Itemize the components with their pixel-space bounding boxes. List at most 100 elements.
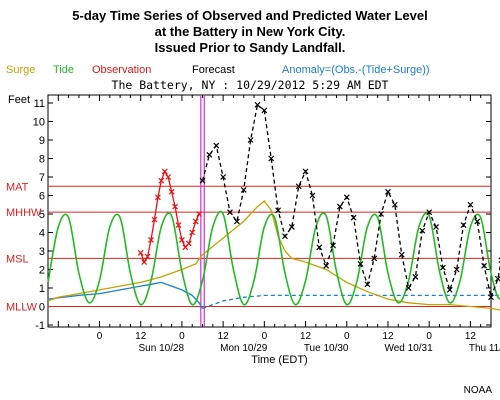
observation-point [189, 229, 196, 236]
forecast-point [433, 224, 439, 230]
x-tick-label: 12 [135, 331, 147, 342]
observation-point [148, 236, 154, 243]
observation-point [179, 236, 185, 243]
title-line-2: at the Battery in New York City. [154, 24, 346, 39]
forecast-point [302, 168, 309, 175]
forecast-point [357, 261, 364, 267]
forecast-point [206, 151, 213, 158]
forecast-point [275, 207, 282, 214]
observation-point [141, 259, 148, 266]
x-tick-label: 12 [300, 331, 312, 342]
forecast-point [288, 224, 295, 230]
observation-point [161, 168, 168, 175]
observation-point [154, 194, 161, 201]
observation-point [172, 203, 178, 210]
series-observation [140, 169, 200, 264]
forecast-point [419, 227, 426, 234]
x-axis-label: Time (EDT) [251, 354, 307, 366]
forecast-point [261, 107, 268, 114]
legend-observation: Observation [92, 64, 152, 76]
x-tick-label: 12 [218, 331, 230, 342]
legend-surge: Surge [6, 64, 36, 76]
forecast-point [336, 203, 343, 210]
x-day-label: Sun 10/28 [139, 343, 185, 354]
forecast-point [371, 255, 378, 262]
forecast-point [467, 201, 474, 208]
x-day-label: Tue 10/30 [304, 343, 349, 354]
forecast-point [309, 192, 316, 199]
x-tick-label: 0 [97, 331, 103, 342]
forecast-point [240, 187, 247, 193]
x-tick-label: 0 [344, 331, 350, 342]
forecast-point [439, 264, 446, 271]
y-tick-label: 1 [39, 283, 45, 295]
observation-point [137, 249, 144, 256]
forecast-point [268, 155, 275, 162]
chart-subtitle: The Battery, NY : 10/29/2012 5:29 AM EDT [111, 78, 389, 92]
forecast-point [391, 201, 398, 208]
legend-tide: Tide [53, 64, 74, 76]
forecast-point [316, 244, 323, 251]
observation-point [168, 188, 175, 195]
observation-point [185, 240, 192, 247]
datum-label-mat: MAT [6, 181, 29, 193]
y-tick-label: 7 [39, 172, 45, 184]
x-day-label: Wed 10/31 [384, 343, 433, 354]
series-tide [47, 210, 500, 306]
forecast-point [233, 218, 240, 225]
x-tick-label: 12 [382, 331, 394, 342]
title-line-1: 5-day Time Series of Observed and Predic… [72, 8, 428, 23]
y-tick-label: 11 [34, 98, 45, 110]
forecast-point [474, 218, 481, 225]
title-line-3: Issued Prior to Sandy Landfall. [154, 40, 346, 55]
y-tick-label: 3 [39, 246, 45, 258]
forecast-point [446, 286, 453, 293]
forecast-point [350, 214, 357, 221]
observation-point [151, 216, 158, 223]
forecast-point [481, 262, 488, 269]
forecast-point [213, 142, 220, 149]
observation-point [192, 218, 199, 225]
forecast-point [199, 177, 206, 184]
y-tick-label: 5 [39, 209, 45, 221]
observation-point [175, 222, 182, 229]
series-surge [47, 200, 500, 311]
forecast-point [254, 101, 261, 108]
y-tick-label: -1 [35, 320, 45, 332]
datum-label-mhhw: MHHW [6, 207, 42, 219]
legend-anomaly: Anomaly=(Obs.-(Tide+Surge)) [282, 64, 430, 76]
datum-label-mllw: MLLW [6, 302, 38, 314]
x-day-label: Thu 11/01 [469, 343, 500, 354]
y-tick-label: 6 [39, 191, 45, 203]
y-tick-label: 2 [39, 265, 45, 277]
forecast-point [453, 266, 460, 273]
y-tick-label: 8 [39, 154, 45, 166]
y-axis-label: Feet [8, 94, 30, 106]
forecast-point [460, 222, 467, 229]
forecast-point [405, 285, 412, 291]
forecast-point [364, 281, 371, 288]
datum-label-msl: MSL [6, 253, 29, 265]
x-tick-label: 0 [426, 331, 432, 342]
forecast-point [220, 174, 227, 180]
observation-point [144, 253, 151, 260]
forecast-point [378, 211, 385, 217]
plot-frame [47, 94, 492, 328]
forecast-point [343, 194, 350, 201]
forecast-point [385, 188, 391, 195]
legend-forecast: Forecast [192, 64, 235, 76]
forecast-point [398, 251, 405, 258]
forecast-point [295, 183, 302, 190]
y-tick-label: 0 [39, 302, 45, 314]
x-day-label: Mon 10/29 [220, 343, 268, 354]
forecast-point [247, 137, 254, 143]
noaa-credit: NOAA [463, 385, 492, 396]
forecast-point [227, 209, 233, 216]
forecast-point [330, 242, 336, 249]
x-tick-label: 0 [262, 331, 268, 342]
observation-point [196, 211, 203, 217]
y-tick-label: 4 [39, 228, 45, 240]
y-tick-label: 10 [33, 117, 45, 129]
forecast-point [412, 273, 419, 280]
